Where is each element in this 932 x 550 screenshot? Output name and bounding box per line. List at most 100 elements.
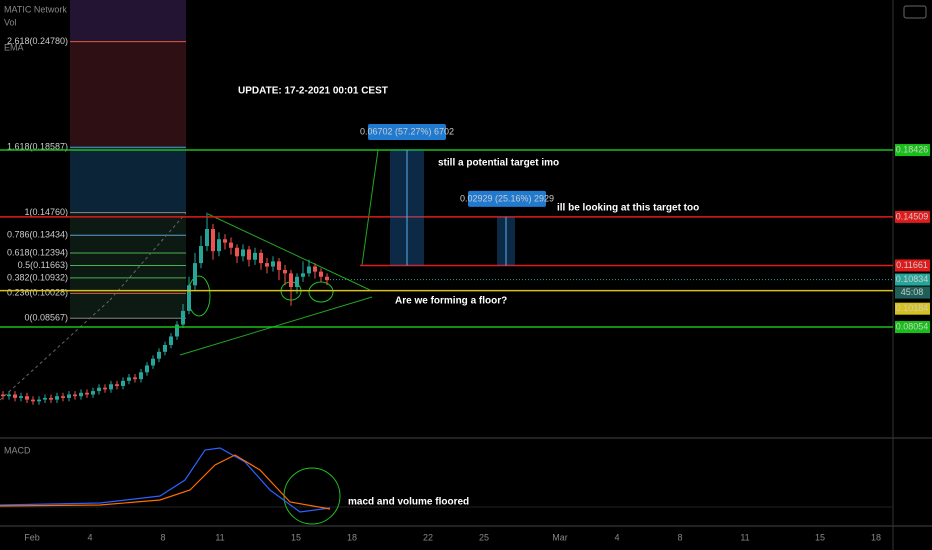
fib-label: 1(0.14760) — [24, 207, 68, 217]
candle-body — [241, 249, 245, 257]
last-price-tag: 0.10834 — [896, 274, 929, 284]
candle-body — [169, 336, 173, 346]
candle-body — [67, 394, 71, 398]
candle-body — [175, 324, 179, 337]
candle-body — [217, 239, 221, 252]
candle-body — [85, 392, 89, 395]
candle-body — [91, 391, 95, 395]
annotation: Are we forming a floor? — [395, 296, 507, 307]
candle-body — [109, 384, 113, 390]
price-tag: 0.11661 — [896, 260, 928, 270]
legend-macd: MACD — [4, 445, 31, 455]
candle-body — [301, 273, 305, 277]
x-tick-label: 8 — [160, 532, 165, 542]
candle-body — [289, 273, 293, 287]
candle-body — [313, 266, 317, 272]
fib-label: 0.786(0.13434) — [7, 230, 68, 240]
candle-body — [277, 261, 281, 270]
price-tag-bg — [895, 259, 930, 272]
candle-body — [283, 269, 287, 274]
candle-body — [181, 310, 185, 325]
fib-label: 0(0.08567) — [24, 313, 68, 323]
candle-body — [139, 372, 143, 380]
signal-line — [0, 454, 331, 510]
candle-body — [97, 387, 101, 392]
candle-body — [13, 394, 17, 398]
fib-trend — [0, 299, 111, 401]
candle-body — [121, 380, 125, 386]
price-tag: 0.14509 — [896, 211, 929, 221]
countdown-bg — [895, 286, 930, 299]
fib-label: 2.618(0.24780) — [7, 36, 68, 46]
x-tick-label: 11 — [215, 532, 224, 542]
price-tag-bg — [895, 302, 930, 315]
legend-ema: EMA — [4, 42, 24, 52]
candle-body — [145, 365, 149, 373]
x-tick-label: 4 — [87, 532, 92, 542]
candle-body — [307, 266, 311, 274]
candle-body — [259, 252, 263, 264]
candle-body — [295, 276, 299, 287]
x-tick-label: Feb — [24, 532, 40, 542]
triangle-lower — [179, 296, 373, 356]
x-tick-label: 18 — [871, 532, 881, 542]
fib-trend — [109, 212, 187, 301]
x-tick-label: 4 — [614, 532, 619, 542]
candle-body — [319, 271, 323, 277]
measure-tag — [368, 124, 446, 141]
candle-body — [55, 396, 59, 400]
candle-body — [223, 239, 227, 243]
candle-body — [205, 228, 209, 247]
countdown: 45:08 — [901, 287, 924, 297]
candle-body — [187, 285, 191, 311]
candle-body — [37, 399, 41, 402]
candle-body — [199, 246, 203, 264]
candles — [1, 212, 329, 405]
price-tag: 0.08054 — [896, 321, 929, 331]
x-tick-label: 18 — [347, 532, 357, 542]
candle-body — [49, 397, 53, 400]
price-tag-bg — [895, 210, 930, 223]
measure-label: 0.06702 (57.27%) 6702 — [360, 126, 454, 136]
macd-line — [0, 447, 331, 513]
candle-body — [31, 399, 35, 402]
x-tick-label: Mar — [552, 532, 568, 542]
fib-label: 0.5(0.11663) — [18, 260, 68, 270]
triangle-upper — [207, 213, 371, 291]
candle-body — [247, 249, 251, 260]
annotation: macd and volume floored — [348, 497, 469, 508]
highlight — [308, 281, 334, 303]
measure-label: 0.02929 (25.16%) 2929 — [460, 193, 554, 203]
candle-body — [79, 392, 83, 397]
x-tick-label: 15 — [815, 532, 825, 542]
candle-body — [61, 396, 65, 398]
x-tick-label: 25 — [479, 532, 489, 542]
fib-zone: 2.618(0.24780) 1.618(0.18587) 1(0.14760) 0.… — [7, 0, 186, 323]
settings-button[interactable] — [903, 5, 927, 19]
fib-label: 0.382(0.10932) — [7, 272, 68, 282]
price-tag-bg — [895, 321, 930, 334]
legend-vol: Vol — [4, 17, 17, 27]
price-tag: 0.10184 — [896, 303, 929, 313]
candle-body — [211, 228, 215, 252]
projection-line — [361, 149, 379, 266]
candle-body — [193, 263, 197, 286]
measure-tag — [468, 190, 546, 207]
x-tick-label: 8 — [677, 532, 682, 542]
fib-label: 1.618(0.18587) — [7, 142, 68, 152]
candle-body — [25, 396, 29, 400]
candle-body — [115, 384, 119, 386]
candle-body — [151, 358, 155, 366]
overlay: 0.06702 (57.27%) 6702 0.02929 (25.16%) 29… — [0, 124, 930, 334]
fib-band — [70, 41, 186, 148]
candle-body — [235, 247, 239, 257]
candle-body — [229, 242, 233, 248]
x-tick-label: 15 — [291, 532, 301, 542]
candle-body — [253, 252, 257, 260]
price-tag: 0.18426 — [896, 144, 929, 154]
candle-body — [73, 394, 77, 397]
candle-body — [163, 345, 167, 352]
legend-symbol: MATIC Network — [4, 4, 67, 14]
x-tick-label: 11 — [740, 532, 749, 542]
